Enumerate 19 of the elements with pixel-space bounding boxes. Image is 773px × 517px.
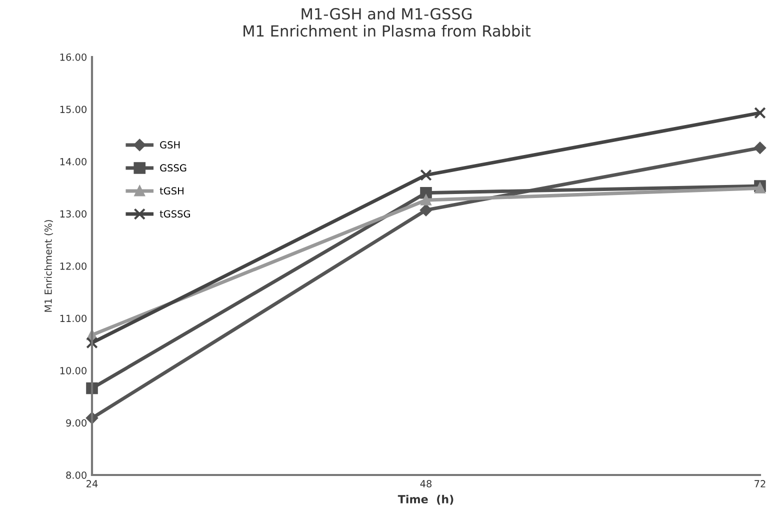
- y-tick-label: 11.00: [60, 314, 86, 322]
- chart-title: M1-GSH and M1-GSSG M1 Enrichment in Plasma from Rabbit: [244, 8, 531, 37]
- y-tick-label: 13.00: [60, 210, 86, 218]
- y-tick-label: 14.00: [60, 158, 86, 166]
- y-tick-label: 8.00: [66, 471, 86, 479]
- x-tick-label: 24: [86, 480, 98, 488]
- x-tick-label: 48: [420, 480, 432, 488]
- y-tick-label: 12.00: [60, 262, 86, 270]
- legend-label: tGSSG: [160, 210, 190, 218]
- y-tick-label: 16.00: [60, 53, 86, 61]
- x-tick-label: 72: [754, 480, 766, 488]
- y-tick-label: 15.00: [60, 106, 86, 114]
- legend-label: GSSG: [160, 164, 186, 172]
- y-tick-label: 10.00: [60, 366, 86, 374]
- y-tick-label: 9.00: [66, 419, 86, 427]
- y-axis-title: M1 Enrichment (%): [44, 220, 54, 312]
- legend-label: GSH: [160, 141, 180, 149]
- legend-label: tGSH: [160, 187, 184, 195]
- x-axis-title: Time (h): [398, 494, 454, 505]
